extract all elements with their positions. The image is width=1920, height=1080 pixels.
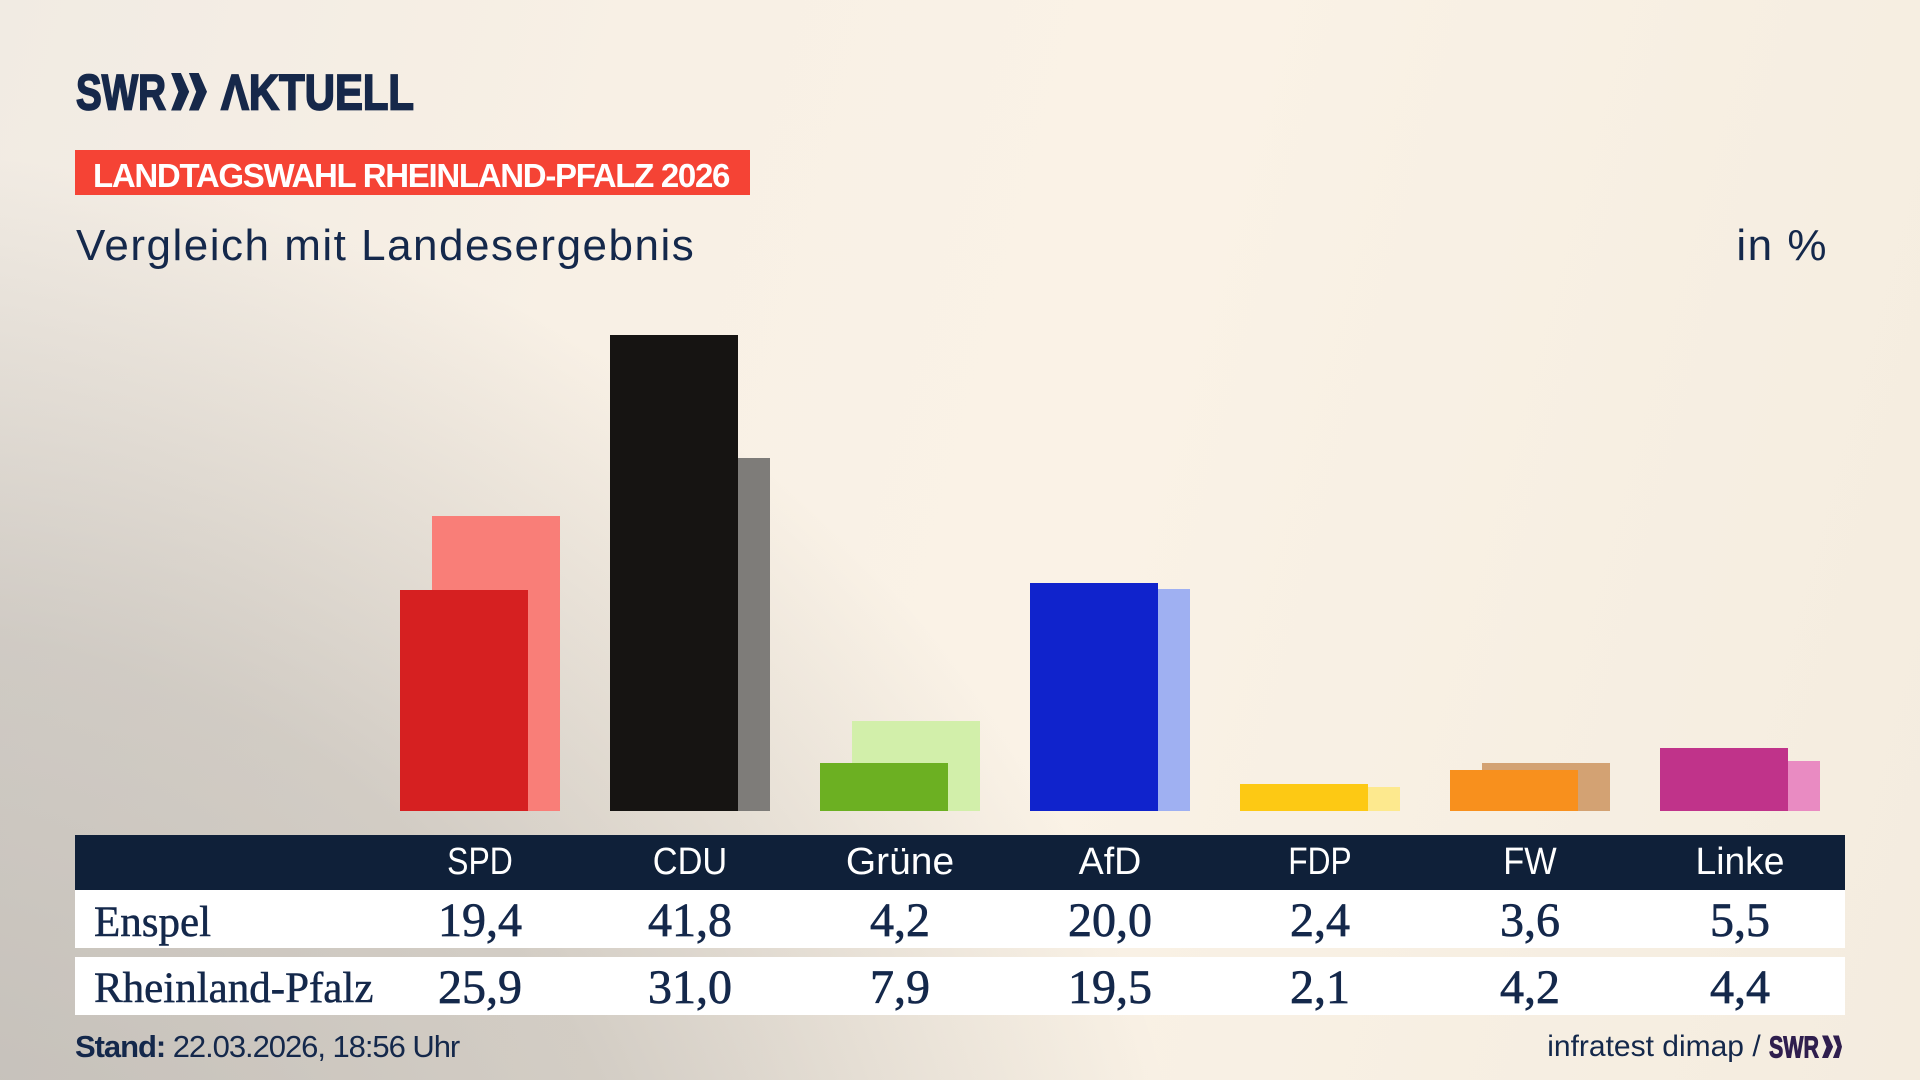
svg-text:SWR: SWR bbox=[1769, 1035, 1819, 1059]
svg-text:SWR: SWR bbox=[76, 73, 166, 111]
svg-text:ΛKTUELL: ΛKTUELL bbox=[221, 73, 414, 111]
